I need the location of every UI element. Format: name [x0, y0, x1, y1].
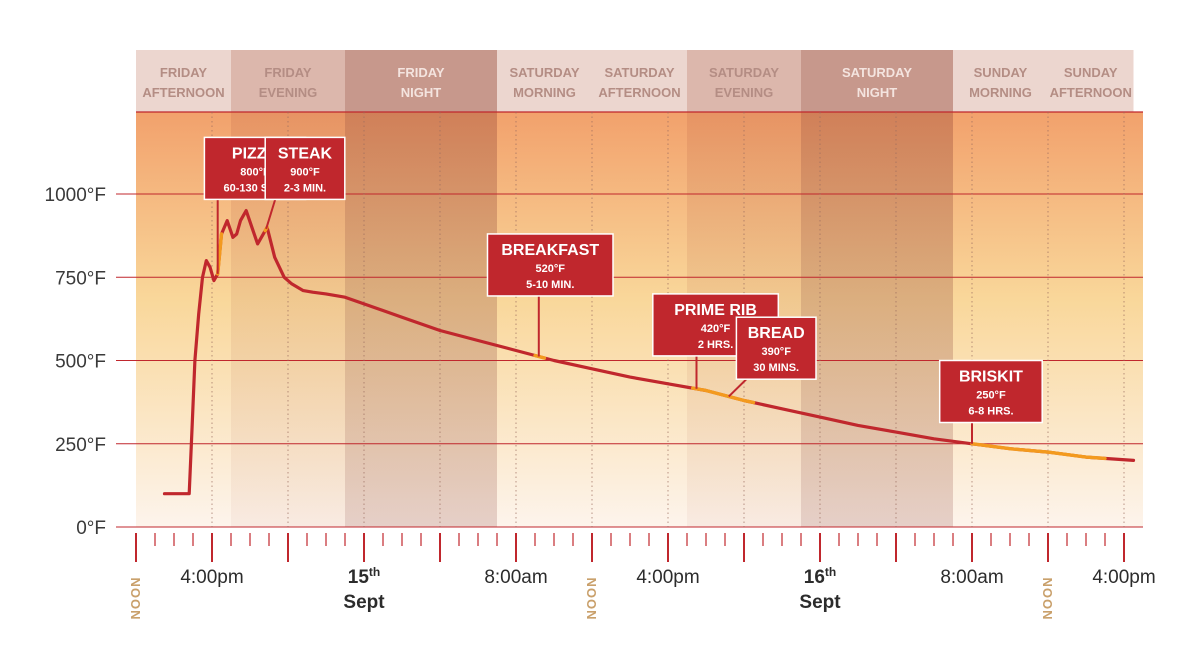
period-header-cell: [687, 50, 801, 112]
x-tick-label: 8:00am: [484, 567, 547, 588]
callout-temp: 250°F: [976, 390, 1006, 402]
period-shade: [801, 112, 953, 527]
callout-time: 2-3 MIN.: [284, 182, 326, 194]
callout-title: BREAKFAST: [501, 242, 599, 259]
period-shade: [345, 112, 497, 527]
period-header-cell: [136, 50, 231, 112]
period-label-day: SATURDAY: [842, 65, 912, 80]
temperature-series: [162, 209, 1136, 496]
cooking-range-highlight: [732, 396, 756, 405]
period-header-cell: [801, 50, 953, 112]
y-tick-label: 0°F: [76, 518, 106, 539]
callout-briskit: BRISKIT 250°F 6-8 HRS.: [938, 359, 1043, 444]
period-label-day: SUNDAY: [1064, 65, 1118, 80]
y-tick-label: 1000°F: [45, 185, 106, 206]
x-tick-label: 4:00pm: [636, 567, 699, 588]
period-label-day: SUNDAY: [974, 65, 1028, 80]
period-label-day: SATURDAY: [709, 65, 779, 80]
cooking-range-highlight: [533, 353, 547, 360]
x-date-month: Sept: [343, 592, 385, 613]
period-label-day: FRIDAY: [264, 65, 312, 80]
x-date-label: 16th: [804, 565, 836, 588]
callout-title: PRIME RIB: [674, 302, 757, 319]
callout-box: [264, 136, 346, 201]
period-label-part: EVENING: [259, 85, 318, 100]
callout-time: 2 HRS.: [698, 339, 733, 351]
callout-title: STEAK: [278, 145, 333, 162]
period-header: FRIDAY AFTERNOON FRIDAY EVENING FRIDAY NIGHT S…: [136, 50, 1134, 112]
y-tick-label: 250°F: [55, 435, 106, 456]
period-header-cell: [345, 50, 497, 112]
callout-time: 30 MINS.: [753, 362, 799, 374]
period-label-part: MORNING: [969, 85, 1032, 100]
callout-temp: 900°F: [290, 166, 320, 178]
period-label-part: NIGHT: [401, 85, 442, 100]
cooking-range-highlight: [691, 386, 737, 400]
callout-temp: 520°F: [536, 263, 566, 275]
noon-label: NOON: [1040, 577, 1055, 620]
x-date-month: Sept: [799, 592, 841, 613]
callout-temp: 800°F: [240, 166, 270, 178]
temperature-line: [162, 209, 1136, 496]
noon-label: NOON: [584, 577, 599, 620]
callout-title: BREAD: [748, 325, 805, 342]
period-header-cell: [953, 50, 1048, 112]
period-label-day: FRIDAY: [160, 65, 208, 80]
x-tick-label: 4:00pm: [180, 567, 243, 588]
period-header-cell: [497, 50, 592, 112]
callout-time: 6-8 HRS.: [968, 406, 1013, 418]
callout-title: BRISKIT: [959, 369, 1023, 386]
callout-leader: [265, 199, 277, 230]
callout-time: 5-10 MIN.: [526, 279, 574, 291]
cooking-range-highlight: [970, 442, 1107, 461]
x-tick-label: 4:00pm: [1092, 567, 1155, 588]
y-tick-label: 500°F: [55, 352, 106, 373]
period-label-day: SATURDAY: [509, 65, 579, 80]
period-label-part: MORNING: [513, 85, 576, 100]
callout-temp: 420°F: [701, 323, 731, 335]
period-header-cell: [592, 50, 687, 112]
period-label-day: SATURDAY: [604, 65, 674, 80]
x-date-label: 15th: [348, 565, 380, 588]
callout-leader: [728, 378, 748, 398]
period-label-part: NIGHT: [857, 85, 898, 100]
callout-steak: STEAK 900°F 2-3 MIN.: [264, 136, 346, 230]
callout-box: [735, 316, 817, 380]
callout-box: [938, 359, 1043, 424]
callout-temp: 390°F: [761, 346, 791, 358]
callout-breakfast: BREAKFAST 520°F 5-10 MIN.: [486, 233, 614, 357]
period-header-cell: [231, 50, 345, 112]
callout-bread: BREAD 390°F 30 MINS.: [728, 316, 817, 398]
period-label-part: EVENING: [715, 85, 774, 100]
x-axis: 4:00pm 15th Sept 8:00am 4:00pm 16th Sept 8:00am…: [128, 533, 1156, 620]
y-axis-labels: 0°F 250°F 500°F 750°F 1000°F: [45, 185, 106, 539]
period-label-part: AFTERNOON: [1050, 85, 1132, 100]
period-label-part: AFTERNOON: [598, 85, 680, 100]
noon-label: NOON: [128, 577, 143, 620]
y-tick-label: 750°F: [55, 268, 106, 289]
x-tick-label: 8:00am: [940, 567, 1003, 588]
period-label-day: FRIDAY: [397, 65, 445, 80]
period-label-part: AFTERNOON: [142, 85, 224, 100]
callout-box: [486, 233, 614, 297]
period-header-cell: [1048, 50, 1134, 112]
